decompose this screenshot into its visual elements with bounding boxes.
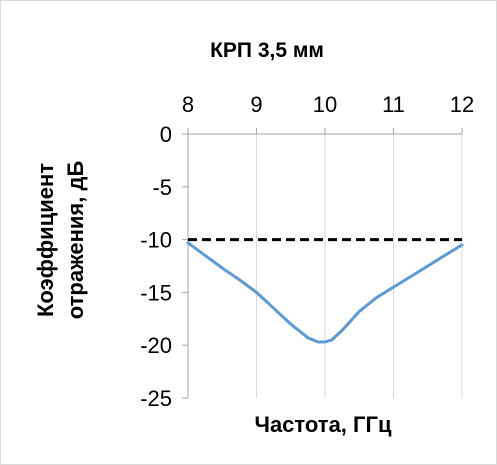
y-tick-label: -25 — [140, 386, 172, 411]
x-tick-label: 9 — [250, 92, 262, 117]
x-axis-title: Частота, ГГц — [254, 412, 391, 437]
x-tick-label: 12 — [450, 92, 474, 117]
y-tick-label: -5 — [152, 175, 172, 200]
x-tick-label: 10 — [313, 92, 337, 117]
y-tick-label: -15 — [140, 280, 172, 305]
x-tick-label: 8 — [182, 92, 194, 117]
y-tick-label: 0 — [160, 122, 172, 147]
y-axis-title-line-2: отражения, дБ — [63, 161, 88, 320]
y-tick-label: -10 — [140, 228, 172, 253]
y-tick-label: -20 — [140, 333, 172, 358]
x-tick-label: 11 — [382, 92, 405, 117]
reflection-coefficient-line — [186, 241, 464, 344]
y-axis-title-line-1: Коэффициент — [33, 163, 58, 317]
chart-title: КРП 3,5 мм — [210, 39, 324, 62]
